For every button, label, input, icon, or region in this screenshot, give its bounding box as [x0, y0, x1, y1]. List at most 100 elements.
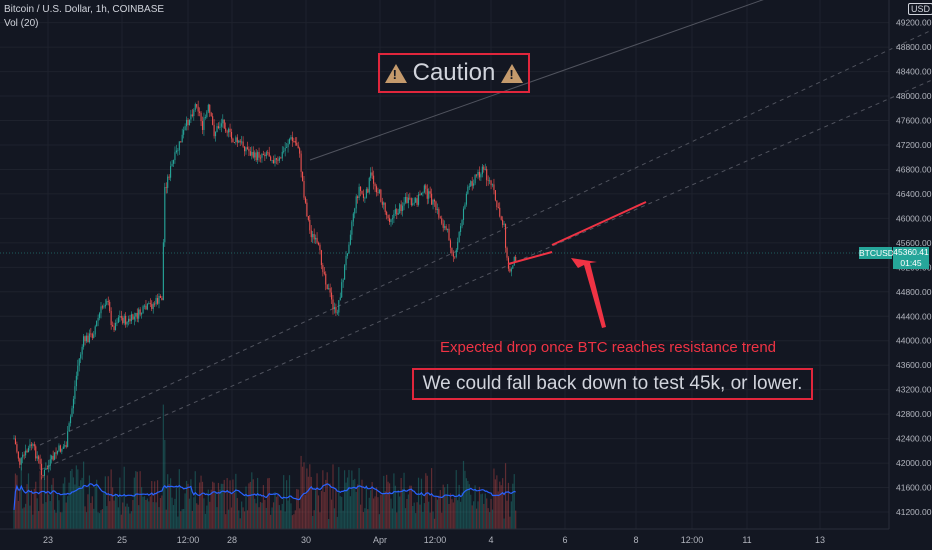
- candle-body: [97, 317, 99, 321]
- volume-bar: [171, 497, 173, 529]
- candle-body: [27, 447, 30, 453]
- candle-body: [252, 151, 254, 158]
- volume-bar: [297, 489, 299, 529]
- candle-body: [122, 317, 124, 324]
- volume-bar: [106, 506, 108, 529]
- time-tick-label: 8: [633, 535, 638, 545]
- volume-bar: [133, 477, 135, 529]
- candle-body: [94, 326, 96, 335]
- candle-body: [341, 282, 343, 298]
- volume-bar: [278, 505, 280, 529]
- volume-bar: [426, 475, 428, 529]
- volume-indicator-label[interactable]: Vol (20): [4, 18, 39, 29]
- candle-body: [484, 168, 486, 170]
- candle-body: [168, 176, 170, 178]
- volume-bar: [390, 498, 392, 529]
- candle-body: [360, 186, 362, 191]
- price-tick-label: 42800.00: [896, 409, 932, 419]
- volume-bar: [49, 501, 51, 529]
- red-resistance-line: [551, 201, 647, 246]
- candle-body: [91, 333, 93, 338]
- time-tick-label: 4: [488, 535, 493, 545]
- candle-body: [419, 194, 421, 196]
- volume-bar: [83, 461, 85, 529]
- volume-bar: [239, 518, 241, 529]
- volume-bar: [336, 516, 338, 529]
- volume-bar: [483, 503, 485, 529]
- volume-bar: [201, 481, 204, 529]
- candle-body: [487, 180, 489, 181]
- candle-body: [468, 186, 470, 188]
- candle-body: [164, 187, 166, 243]
- candle-body: [399, 204, 401, 214]
- volume-bar: [359, 504, 362, 529]
- price-tick-label: 46800.00: [896, 164, 932, 174]
- candle-body: [402, 205, 404, 212]
- volume-bar: [188, 498, 191, 529]
- candle-body: [196, 104, 198, 107]
- volume-bar: [330, 499, 333, 529]
- volume-bar: [116, 496, 118, 529]
- volume-bar: [214, 491, 217, 529]
- candle-body: [406, 196, 408, 204]
- currency-button[interactable]: USD: [908, 3, 932, 15]
- volume-bar: [368, 497, 370, 529]
- candle-body: [233, 141, 235, 143]
- symbol-price-tag: BTCUSD: [859, 247, 894, 259]
- volume-bar: [38, 511, 40, 529]
- volume-bar: [397, 490, 399, 529]
- candle-body: [496, 200, 498, 208]
- candle-body: [373, 175, 375, 184]
- candle-body: [362, 193, 364, 198]
- candle-body: [480, 174, 482, 178]
- price-tick-label: 42400.00: [896, 434, 932, 444]
- volume-bar: [309, 464, 311, 529]
- candle-body: [96, 320, 98, 327]
- candle-body: [331, 292, 333, 300]
- candle-body: [19, 458, 21, 465]
- candle-body: [246, 147, 248, 149]
- volume-bar: [114, 493, 117, 529]
- volume-bar: [358, 468, 360, 529]
- volume-bar: [180, 511, 182, 529]
- candle-body: [302, 171, 304, 181]
- candle-body: [476, 174, 478, 176]
- candle-body: [128, 318, 130, 323]
- volume-bar: [61, 512, 63, 529]
- candle-body: [239, 140, 241, 143]
- volume-bar: [461, 492, 463, 529]
- volume-bar: [423, 503, 425, 529]
- volume-bar: [174, 498, 176, 529]
- volume-bar: [417, 477, 420, 529]
- candle-body: [513, 256, 515, 266]
- volume-bar: [333, 508, 336, 529]
- volume-bar: [172, 505, 175, 529]
- volume-bar: [154, 481, 156, 529]
- volume-bar: [199, 482, 201, 529]
- candle-body: [244, 146, 246, 152]
- candle-body: [404, 196, 407, 203]
- candle-body: [43, 470, 45, 476]
- volume-bar: [213, 482, 215, 529]
- candle-body: [470, 181, 472, 187]
- volume-bar: [129, 513, 131, 529]
- candle-body: [313, 234, 315, 240]
- candle-body: [390, 219, 392, 223]
- candle-body: [307, 216, 309, 220]
- volume-bar: [101, 509, 104, 529]
- volume-bar: [126, 503, 128, 529]
- candle-body: [462, 208, 465, 220]
- volume-bar: [375, 487, 378, 529]
- candle-body: [143, 305, 146, 307]
- volume-bar: [56, 494, 59, 529]
- candle-body: [123, 315, 125, 324]
- candle-body: [258, 152, 260, 158]
- candle-body: [42, 474, 44, 476]
- volume-bar: [91, 496, 93, 529]
- volume-bar: [27, 473, 30, 529]
- price-tick-label: 46000.00: [896, 213, 932, 223]
- candle-body: [149, 303, 151, 305]
- time-axis[interactable]: 23 25 12:00 28 30 Apr 12:00 4 6 8 12:00 11 13: [43, 535, 825, 545]
- price-axis[interactable]: 41200.00 41600.00 42000.00 42400.00 42800.00…: [896, 18, 932, 517]
